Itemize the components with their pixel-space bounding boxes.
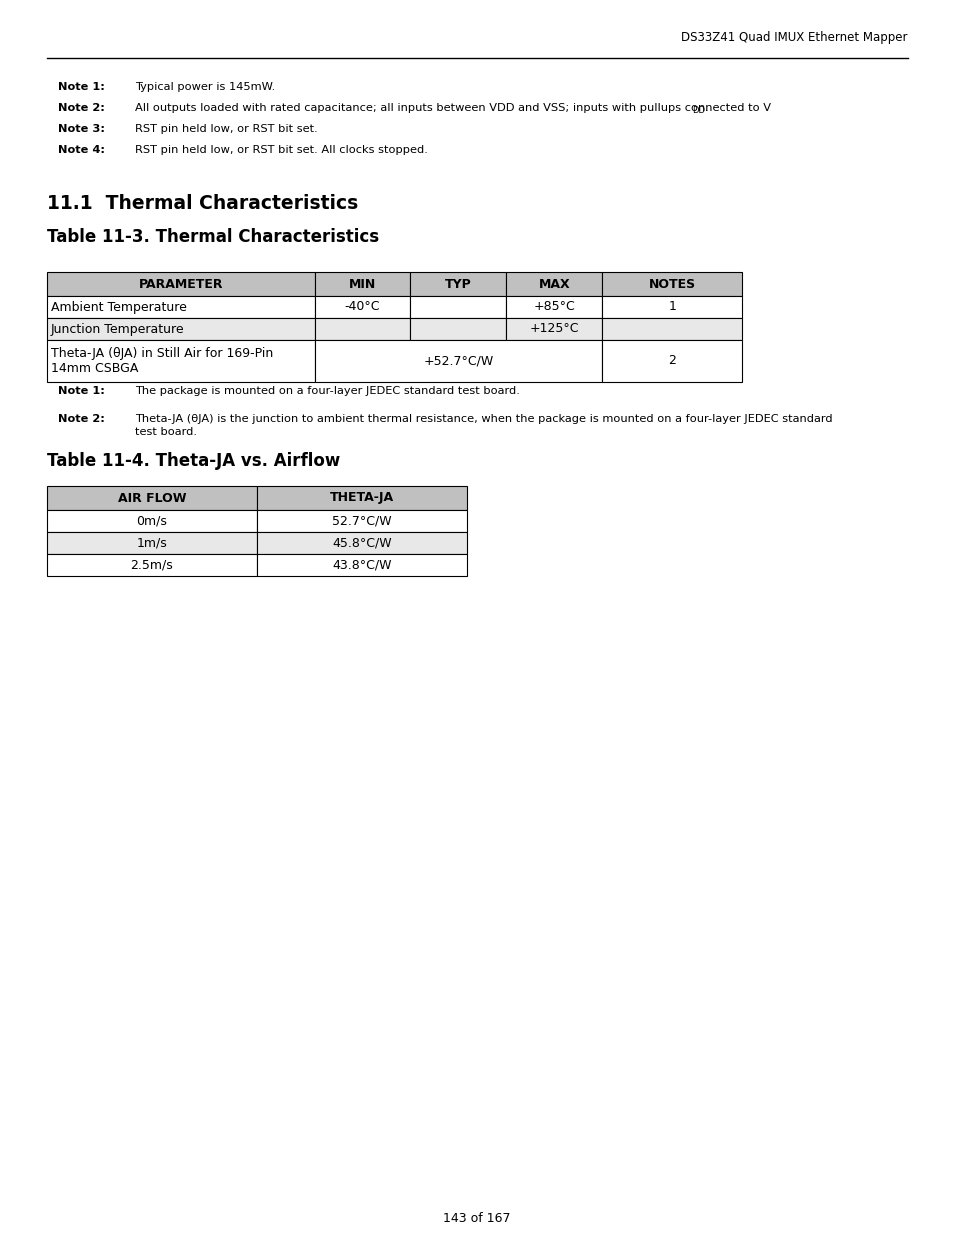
Text: Note 1:: Note 1: [58, 387, 105, 396]
Text: 2: 2 [667, 354, 676, 368]
Bar [314, 272, 410, 296]
Text: Junction Temperature: Junction Temperature [51, 322, 185, 336]
Text: Theta-JA (θJA) is the junction to ambient thermal resistance, when the package i: Theta-JA (θJA) is the junction to ambien… [135, 414, 832, 424]
Text: Note 2:: Note 2: [58, 103, 105, 112]
Text: +125°C: +125°C [529, 322, 578, 336]
Text: test board.: test board. [135, 427, 196, 437]
Bar [47, 510, 256, 532]
Bar [410, 272, 506, 296]
Text: PARAMETER: PARAMETER [138, 278, 223, 290]
Bar [506, 317, 601, 340]
Text: Typical power is 145mW.: Typical power is 145mW. [135, 82, 275, 91]
Text: .: . [704, 103, 708, 112]
Bar [410, 296, 506, 317]
Text: 2.5m/s: 2.5m/s [131, 558, 173, 572]
Text: TYP: TYP [445, 278, 472, 290]
Bar [601, 340, 741, 382]
Bar [256, 510, 467, 532]
Bar [601, 317, 741, 340]
Text: 45.8°C/W: 45.8°C/W [332, 536, 392, 550]
Text: All outputs loaded with rated capacitance; all inputs between VDD and VSS; input: All outputs loaded with rated capacitanc… [135, 103, 770, 112]
Bar [314, 317, 410, 340]
Bar [410, 317, 506, 340]
Text: 11.1  Thermal Characteristics: 11.1 Thermal Characteristics [47, 194, 358, 212]
Text: Table 11-3. Thermal Characteristics: Table 11-3. Thermal Characteristics [47, 228, 378, 246]
Text: MIN: MIN [349, 278, 375, 290]
Text: Note 4:: Note 4: [58, 144, 105, 156]
Text: Ambient Temperature: Ambient Temperature [51, 300, 187, 314]
Bar [47, 317, 314, 340]
Bar [601, 296, 741, 317]
Bar [47, 272, 314, 296]
Text: 1m/s: 1m/s [136, 536, 167, 550]
Text: 0m/s: 0m/s [136, 515, 168, 527]
Text: Note 3:: Note 3: [58, 124, 105, 135]
Bar [314, 296, 410, 317]
Text: -40°C: -40°C [344, 300, 380, 314]
Text: RST pin held low, or RST bit set. All clocks stopped.: RST pin held low, or RST bit set. All cl… [135, 144, 428, 156]
Text: Theta-JA (θJA) in Still Air for 169-Pin: Theta-JA (θJA) in Still Air for 169-Pin [51, 347, 273, 361]
Bar [256, 555, 467, 576]
Text: RST pin held low, or RST bit set.: RST pin held low, or RST bit set. [135, 124, 317, 135]
Text: AIR FLOW: AIR FLOW [117, 492, 186, 505]
Text: 143 of 167: 143 of 167 [443, 1212, 510, 1225]
Bar [47, 532, 256, 555]
Bar [506, 296, 601, 317]
Bar [47, 555, 256, 576]
Text: 1: 1 [667, 300, 676, 314]
Text: Table 11-4. Theta-JA vs. Airflow: Table 11-4. Theta-JA vs. Airflow [47, 452, 340, 471]
Text: DS33Z41 Quad IMUX Ethernet Mapper: DS33Z41 Quad IMUX Ethernet Mapper [680, 31, 907, 44]
Bar [47, 487, 256, 510]
Bar [314, 340, 601, 382]
Bar [47, 340, 314, 382]
Text: 14mm CSBGA: 14mm CSBGA [51, 362, 138, 374]
Bar [256, 532, 467, 555]
Text: Note 1:: Note 1: [58, 82, 105, 91]
Text: The package is mounted on a four-layer JEDEC standard test board.: The package is mounted on a four-layer J… [135, 387, 519, 396]
Text: THETA-JA: THETA-JA [330, 492, 394, 505]
Bar [256, 487, 467, 510]
Text: Note 2:: Note 2: [58, 414, 105, 424]
Text: 43.8°C/W: 43.8°C/W [332, 558, 392, 572]
Text: MAX: MAX [538, 278, 570, 290]
Text: +52.7°C/W: +52.7°C/W [423, 354, 493, 368]
Text: NOTES: NOTES [648, 278, 695, 290]
Bar [601, 272, 741, 296]
Text: DD: DD [691, 106, 704, 115]
Text: 52.7°C/W: 52.7°C/W [332, 515, 392, 527]
Bar [506, 272, 601, 296]
Bar [47, 296, 314, 317]
Text: +85°C: +85°C [533, 300, 575, 314]
